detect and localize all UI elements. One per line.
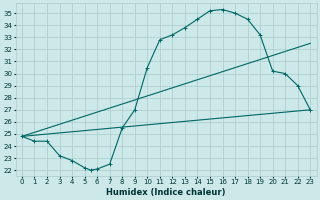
X-axis label: Humidex (Indice chaleur): Humidex (Indice chaleur)	[106, 188, 226, 197]
